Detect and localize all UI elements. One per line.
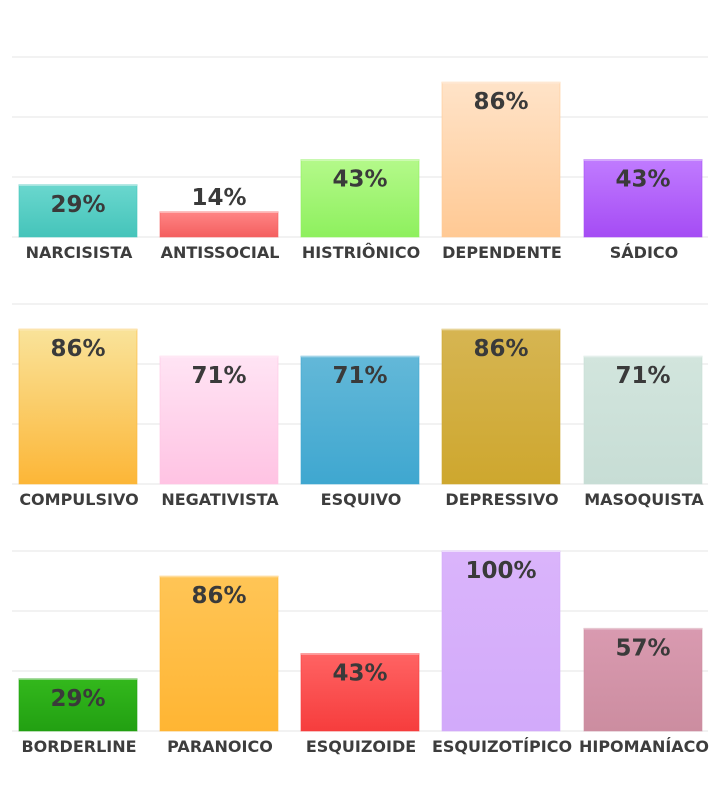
- category-label: NEGATIVISTA: [161, 490, 279, 509]
- category-label: MASOQUISTA: [584, 490, 704, 509]
- bar: [441, 328, 561, 485]
- value-label: 14%: [191, 185, 246, 211]
- category-label: ESQUIZOTÍPICO: [432, 737, 572, 756]
- bar: [18, 328, 138, 485]
- category-label: DEPRESSIVO: [445, 490, 558, 509]
- value-label: 71%: [615, 363, 670, 389]
- value-label: 29%: [50, 192, 105, 218]
- bar: [18, 184, 138, 238]
- category-label: SÁDICO: [610, 243, 678, 262]
- category-label: ANTISSOCIAL: [161, 243, 280, 262]
- value-label: 43%: [332, 661, 387, 687]
- category-label: BORDERLINE: [21, 737, 136, 756]
- bar: [300, 653, 420, 732]
- value-label: 71%: [191, 363, 246, 389]
- category-label: DEPENDENTE: [442, 243, 562, 262]
- value-label: 86%: [473, 89, 528, 115]
- bar: [159, 355, 279, 485]
- chart-panel-3: 29% BORDERLINE 86% PARANOICO 43% ESQUIZOIDE 10…: [12, 550, 709, 756]
- value-label: 86%: [473, 336, 528, 362]
- bar: [300, 159, 420, 238]
- bar: [441, 81, 561, 238]
- bar: [583, 355, 703, 485]
- value-label: 57%: [615, 635, 670, 661]
- bar: [159, 211, 279, 238]
- category-label: ESQUIZOIDE: [306, 737, 416, 756]
- bar: [441, 550, 561, 732]
- chart-panel-1: 29% NARCISISTA 14% ANTISSOCIAL 43% HISTRIÔNIC…: [12, 56, 708, 262]
- category-label: NARCISISTA: [26, 243, 133, 262]
- bar: [18, 678, 138, 732]
- value-label: 43%: [332, 167, 387, 193]
- value-label: 29%: [50, 686, 105, 712]
- value-label: 86%: [191, 583, 246, 609]
- bar: [583, 159, 703, 238]
- bar: [583, 627, 703, 732]
- category-label: ESQUIVO: [321, 490, 402, 509]
- category-label: COMPULSIVO: [19, 490, 138, 509]
- value-label: 86%: [50, 336, 105, 362]
- value-label: 100%: [465, 558, 536, 584]
- chart-panel-2: 86% COMPULSIVO 71% NEGATIVISTA 71% ESQUIVO 86%…: [12, 303, 708, 509]
- value-label: 43%: [615, 167, 670, 193]
- category-label: HIPOMANÍACO: [579, 737, 709, 756]
- value-label: 71%: [332, 363, 387, 389]
- category-label: PARANOICO: [167, 737, 273, 756]
- category-label: HISTRIÔNICO: [302, 243, 420, 262]
